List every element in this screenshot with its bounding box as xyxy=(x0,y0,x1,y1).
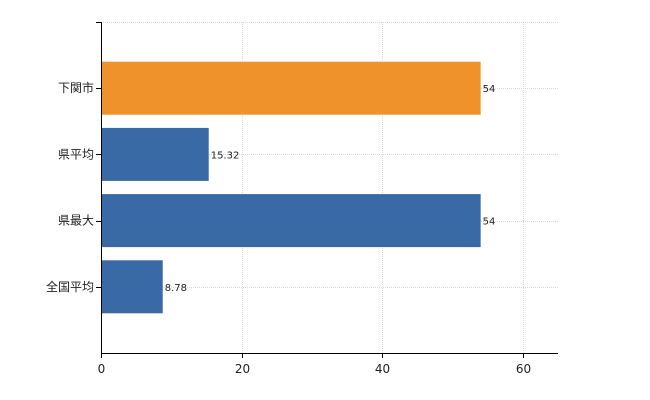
x-tick-label: 40 xyxy=(375,362,390,376)
bar xyxy=(102,194,481,248)
y-tick-label: 県平均 xyxy=(58,147,94,161)
data-labels: 54 15.32 54 8.78 xyxy=(165,84,496,294)
y-tick-label: 県最大 xyxy=(58,214,94,228)
data-label: 15.32 xyxy=(211,150,240,161)
data-label: 54 xyxy=(483,84,496,95)
y-tick-label: 下関市 xyxy=(58,80,94,95)
data-label: 8.78 xyxy=(165,283,187,294)
bar xyxy=(102,127,209,181)
bars xyxy=(102,61,481,314)
y-tick-label: 全国平均 xyxy=(46,279,94,294)
bar xyxy=(102,61,481,115)
x-tick-label: 60 xyxy=(516,362,531,376)
x-tick-label: 20 xyxy=(235,362,250,376)
data-label: 54 xyxy=(483,217,496,228)
bar xyxy=(102,260,163,314)
x-tick-label: 0 xyxy=(98,362,106,376)
